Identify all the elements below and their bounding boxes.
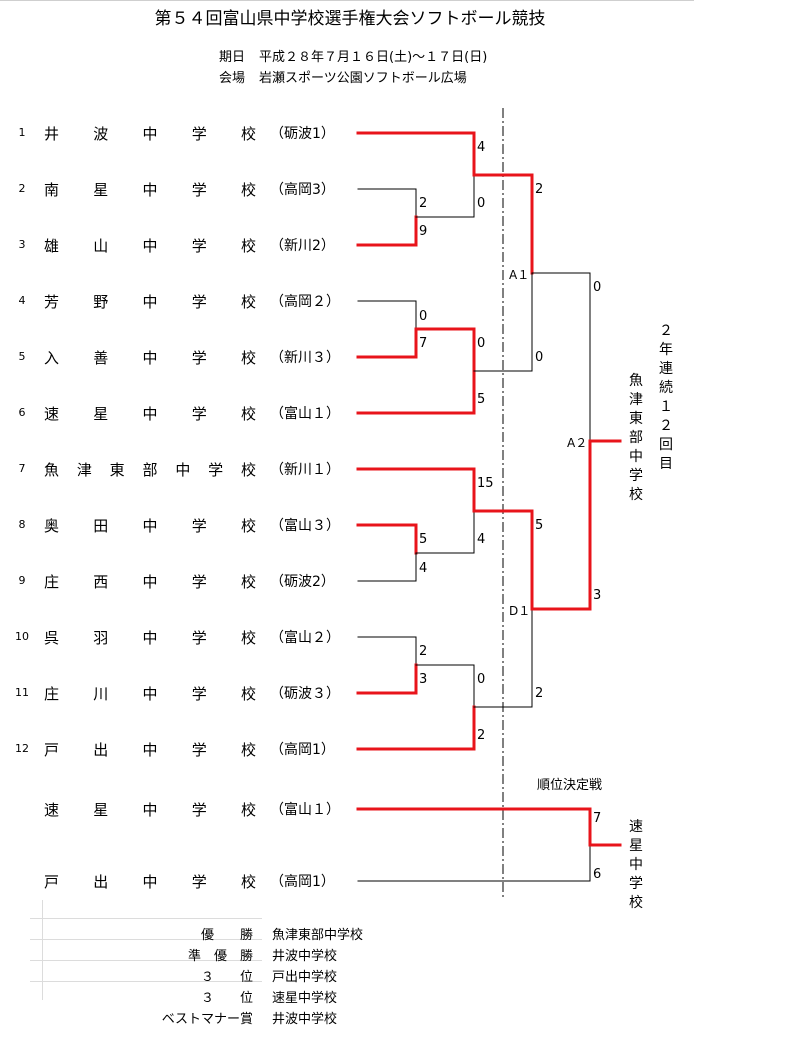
team-number: 5 bbox=[18, 350, 26, 363]
match-code-final: A２ bbox=[567, 436, 588, 450]
team-name: 魚津東部中学校 bbox=[44, 461, 256, 479]
score-r1-8v9-top: 5 bbox=[419, 532, 428, 547]
team-name: 呉羽中学校 bbox=[44, 629, 256, 647]
team-region: （富山１） bbox=[270, 406, 340, 422]
team-number: 3 bbox=[18, 238, 26, 251]
team-number: 1 bbox=[18, 126, 26, 139]
team-region: （富山２） bbox=[270, 630, 340, 646]
score-sf-1-top: 2 bbox=[535, 182, 544, 197]
page-title: 第５４回富山県中学校選手権大会ソフトボール競技 bbox=[154, 9, 546, 29]
award-school: 魚津東部中学校 bbox=[272, 928, 364, 943]
team-number: 10 bbox=[15, 630, 29, 643]
team-region: （高岡２） bbox=[270, 294, 340, 310]
award-role: 優 勝 bbox=[200, 928, 253, 943]
team-region: （砺波３） bbox=[270, 686, 340, 702]
score-qf-3-bot: 4 bbox=[477, 532, 486, 547]
award-school: 速星中学校 bbox=[272, 991, 338, 1006]
score-qf-1-bot: 0 bbox=[477, 196, 486, 211]
team-name: 戸出中学校 bbox=[44, 741, 256, 759]
score-r1-2v3-bot: 9 bbox=[419, 224, 428, 239]
award-role: ベストマナー賞 bbox=[161, 1012, 253, 1027]
award-school: 戸出中学校 bbox=[272, 970, 338, 985]
top-rule bbox=[0, 0, 694, 1]
team-number: 6 bbox=[18, 406, 26, 419]
score-sf-2-bot: 2 bbox=[535, 686, 544, 701]
team-number: 2 bbox=[18, 182, 26, 195]
score-r1-10v11-bot: 3 bbox=[419, 672, 428, 687]
match-code-sf-1: A１ bbox=[509, 268, 530, 282]
playoff-title: 順位決定戦 bbox=[537, 778, 603, 793]
award-role: ３ 位 bbox=[200, 991, 253, 1006]
score-sf-2-top: 5 bbox=[535, 518, 544, 533]
awards-grid-line bbox=[30, 918, 262, 919]
team-region: （砺波2） bbox=[270, 574, 335, 590]
team-name: 入善中学校 bbox=[44, 349, 256, 367]
score-r1-4v5-bot: 7 bbox=[419, 336, 428, 351]
playoff-team-region: （高岡1） bbox=[270, 874, 335, 890]
award-role: 準 優 勝 bbox=[187, 949, 253, 964]
awards-grid-line bbox=[42, 900, 43, 1000]
champion-note: ２年連続１２回目 bbox=[659, 323, 673, 472]
score-r1-10v11-top: 2 bbox=[419, 644, 428, 659]
playoff-team-name: 速星中学校 bbox=[44, 801, 256, 819]
score-qf-3-top: 15 bbox=[477, 476, 494, 491]
award-role: ３ 位 bbox=[200, 970, 253, 985]
playoff-team-region: （富山１） bbox=[270, 802, 340, 818]
team-number: 4 bbox=[18, 294, 26, 307]
playoff-winner: 速星中学校 bbox=[629, 819, 643, 911]
team-name: 庄川中学校 bbox=[44, 685, 256, 703]
team-number: 8 bbox=[18, 518, 26, 531]
score-playoff-bot: 6 bbox=[593, 867, 602, 882]
score-r1-8v9-bot: 4 bbox=[419, 561, 428, 576]
venue-value: 岩瀬スポーツ公園ソフトボール広場 bbox=[259, 71, 467, 86]
score-qf-2-top: 0 bbox=[477, 336, 486, 351]
awards-grid-line bbox=[30, 981, 262, 982]
awards-grid-line bbox=[30, 939, 262, 940]
score-qf-1-top: 4 bbox=[477, 140, 486, 155]
team-name: 芳野中学校 bbox=[44, 293, 256, 311]
award-school: 井波中学校 bbox=[272, 949, 338, 964]
score-sf-1-bot: 0 bbox=[535, 350, 544, 365]
team-name: 奥田中学校 bbox=[44, 517, 256, 535]
score-playoff-top: 7 bbox=[593, 811, 602, 826]
score-qf-2-bot: 5 bbox=[477, 392, 486, 407]
award-school: 井波中学校 bbox=[272, 1012, 338, 1027]
score-r1-2v3-top: 2 bbox=[419, 196, 428, 211]
team-number: 9 bbox=[18, 574, 26, 587]
date-label: 期日 bbox=[219, 50, 246, 65]
team-region: （砺波1） bbox=[270, 126, 335, 142]
match-code-sf-2: D１ bbox=[509, 604, 531, 618]
score-final-top: 0 bbox=[593, 280, 602, 295]
team-name: 井波中学校 bbox=[44, 125, 256, 143]
team-number: 11 bbox=[15, 686, 29, 699]
champion-name: 魚津東部中学校 bbox=[629, 373, 643, 503]
score-final-bot: 3 bbox=[593, 588, 602, 603]
team-name: 速星中学校 bbox=[44, 405, 256, 423]
score-r1-4v5-top: 0 bbox=[419, 309, 428, 324]
team-number: 12 bbox=[15, 742, 29, 755]
team-name: 南星中学校 bbox=[44, 181, 256, 199]
venue-label: 会場 bbox=[219, 71, 246, 86]
team-region: （富山３） bbox=[270, 518, 340, 534]
team-region: （新川３） bbox=[270, 350, 340, 366]
team-number: 7 bbox=[18, 462, 26, 475]
score-qf-4-bot: 2 bbox=[477, 728, 486, 743]
playoff-team-name: 戸出中学校 bbox=[44, 873, 256, 891]
date-value: 平成２８年７月１６日(土)～１７日(日) bbox=[259, 50, 488, 65]
score-qf-4-top: 0 bbox=[477, 672, 486, 687]
team-name: 雄山中学校 bbox=[44, 237, 256, 255]
team-region: （新川１） bbox=[270, 462, 340, 478]
team-region: （高岡3） bbox=[270, 182, 335, 198]
team-name: 庄西中学校 bbox=[44, 573, 256, 591]
team-region: （新川2） bbox=[270, 238, 335, 254]
awards-grid-line bbox=[30, 960, 262, 961]
team-region: （高岡1） bbox=[270, 742, 335, 758]
